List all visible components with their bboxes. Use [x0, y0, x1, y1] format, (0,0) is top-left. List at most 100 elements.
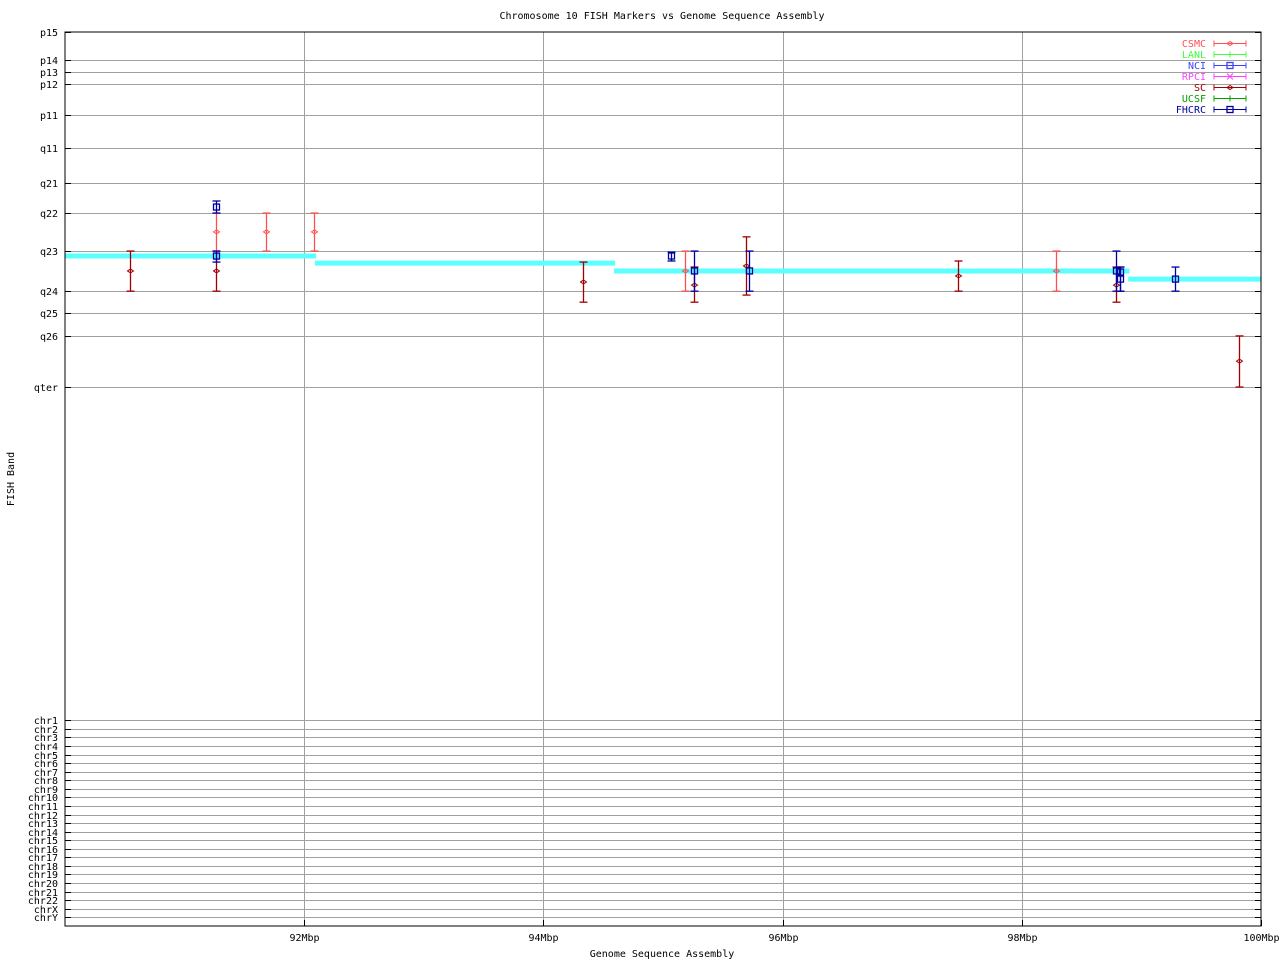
data-point [1112, 282, 1121, 288]
y-tick-label: q22 [40, 209, 58, 220]
y-tick-label: chr7 [34, 768, 58, 779]
x-tick-label: 96Mbp [768, 933, 798, 944]
y-tick-label: p15 [40, 28, 58, 39]
data-point [212, 252, 221, 260]
y-tick-label: q23 [40, 247, 58, 258]
grid [65, 32, 1261, 926]
error-bar-point-fhcrc [1171, 266, 1180, 292]
data-point [1235, 358, 1244, 364]
y-tick-label: q11 [40, 144, 58, 155]
y-tick-label: qter [34, 383, 58, 394]
chart-title: Chromosome 10 FISH Markers vs Genome Seq… [499, 11, 824, 22]
error-bar-point-fhcrc [212, 250, 221, 263]
legend-item-csmc: CSMC [1182, 39, 1247, 50]
y-tick-label: p14 [40, 56, 58, 67]
y-tick-label: chr4 [34, 742, 58, 753]
error-bar-point-fhcrc [690, 250, 699, 292]
legend-label: LANL [1182, 50, 1206, 61]
y-tick-label: chr3 [34, 733, 58, 744]
error-bar-point-fhcrc [212, 200, 221, 214]
error-bar-point-fhcrc [1116, 266, 1125, 292]
data-point [579, 279, 588, 285]
data-point [681, 268, 690, 274]
x-tick-label: 100Mbp [1243, 933, 1279, 944]
y-tick-label: chr18 [28, 862, 58, 873]
error-bar-point-sc [579, 261, 588, 303]
y-tick-label: q21 [40, 179, 58, 190]
legend-item-sc: SC [1194, 83, 1247, 94]
y-tick-label: chr5 [34, 751, 58, 762]
legend-marker [1226, 73, 1234, 80]
y-tick-label: p11 [40, 111, 58, 122]
data-point [954, 273, 963, 279]
y-tick-label: chr11 [28, 802, 58, 813]
legend-label: CSMC [1182, 39, 1206, 50]
data-point [310, 229, 319, 235]
data-point [212, 203, 221, 211]
legend-item-ucsf: UCSF [1182, 94, 1247, 105]
x-tick-label: 94Mbp [528, 933, 558, 944]
y-tick-label: chr1 [34, 716, 58, 727]
y-tick-label: chr22 [28, 896, 58, 907]
data-point [667, 252, 676, 260]
legend-label: SC [1194, 83, 1206, 94]
legend-marker [1226, 105, 1234, 114]
y-tick-label: chr10 [28, 793, 58, 804]
legend-item-nci: NCI [1188, 61, 1247, 72]
legend-marker [1227, 51, 1233, 58]
error-bar-point-csmc [681, 250, 690, 292]
y-axis-label: FISH Band [6, 452, 17, 506]
y-tick-label: chrX [34, 905, 58, 916]
data-point [1112, 267, 1121, 275]
y-tick-label: chr13 [28, 819, 58, 830]
data-point [1116, 275, 1125, 283]
error-bar-point-csmc [262, 212, 271, 252]
y-tick-label: q26 [40, 332, 58, 343]
data-point [126, 268, 135, 274]
y-tick-label: chr9 [34, 785, 58, 796]
legend-marker [1226, 61, 1234, 70]
y-tick-label: q25 [40, 309, 58, 320]
y-tick-label: chr6 [34, 759, 58, 770]
legend-item-fhcrc: FHCRC [1176, 105, 1247, 116]
y-tick-label: chrY [34, 913, 58, 924]
error-bar-point-csmc [1052, 250, 1061, 292]
y-tick-label: chr19 [28, 870, 58, 881]
data-point [1171, 275, 1180, 283]
x-tick-label: 92Mbp [289, 933, 319, 944]
data-point [212, 229, 221, 235]
legend-label: UCSF [1182, 94, 1206, 105]
y-tick-label: chr2 [34, 725, 58, 736]
data-point [1052, 268, 1061, 274]
data-point [690, 282, 699, 288]
y-tick-label: chr15 [28, 836, 58, 847]
y-tick-label: p12 [40, 80, 58, 91]
y-tick-label: q24 [40, 287, 58, 298]
error-bar-point-sc [954, 260, 963, 292]
data-marks [126, 200, 1244, 388]
legend-label: NCI [1188, 61, 1206, 72]
y-tick-label: chr20 [28, 879, 58, 890]
error-bar-point-csmc [212, 212, 221, 252]
y-tick-label: chr21 [28, 888, 58, 899]
y-tick-label: chr17 [28, 853, 58, 864]
y-tick-label: chr14 [28, 828, 58, 839]
legend-marker [1227, 95, 1233, 102]
error-bar-point-fhcrc [745, 250, 754, 292]
legend-label: RPCI [1182, 72, 1206, 83]
assembly-segments [65, 253, 1261, 282]
data-point [690, 267, 699, 275]
error-bar-point-fhcrc [667, 251, 676, 262]
error-bar-point-sc [126, 250, 135, 292]
error-bar-point-fhcrc [1112, 250, 1121, 292]
y-tick-label: chr8 [34, 776, 58, 787]
x-axis-label: Genome Sequence Assembly [590, 949, 735, 960]
y-tick-label: p13 [40, 68, 58, 79]
legend-item-rpci: RPCI [1182, 72, 1247, 83]
data-point [212, 268, 221, 274]
y-tick-label: chr12 [28, 811, 58, 822]
y-tick-label: chr16 [28, 845, 58, 856]
data-point [745, 267, 754, 275]
